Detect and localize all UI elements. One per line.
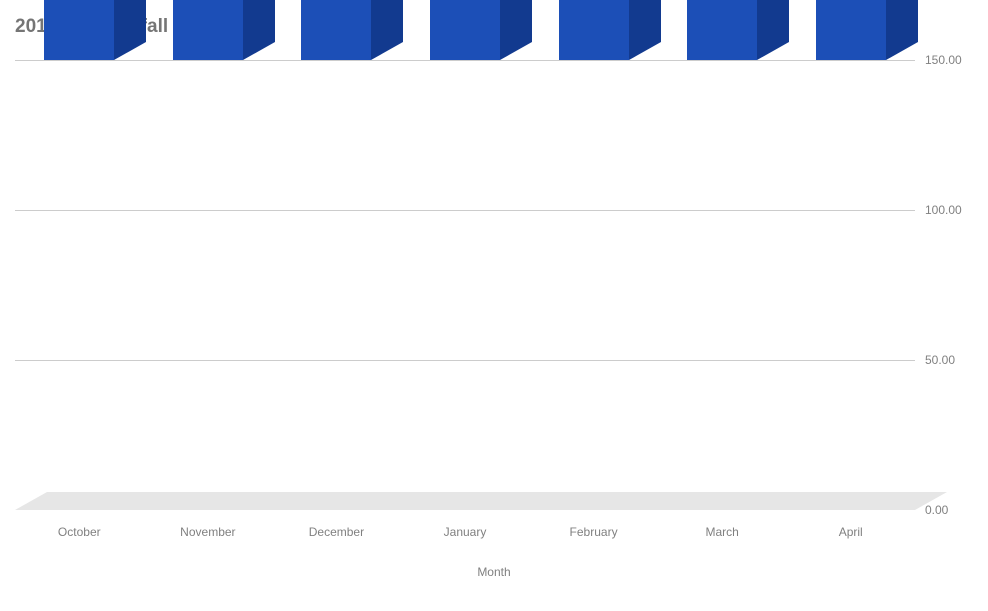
x-axis-label: Month xyxy=(0,565,988,579)
ytick-150: 150.00 xyxy=(925,53,962,67)
gridline-150 xyxy=(15,60,915,61)
ytick-50: 50.00 xyxy=(925,353,955,367)
xtick-december: December xyxy=(309,525,364,539)
ytick-100: 100.00 xyxy=(925,203,962,217)
xtick-february: February xyxy=(570,525,618,539)
ytick-0: 0.00 xyxy=(925,503,948,517)
gridline-50 xyxy=(15,360,915,361)
xtick-november: November xyxy=(180,525,235,539)
xtick-october: October xyxy=(58,525,101,539)
chart-floor xyxy=(15,492,915,510)
gridline-100 xyxy=(15,210,915,211)
xtick-january: January xyxy=(444,525,487,539)
xtick-march: March xyxy=(705,525,738,539)
xtick-april: April xyxy=(839,525,863,539)
plot-area xyxy=(15,60,915,510)
